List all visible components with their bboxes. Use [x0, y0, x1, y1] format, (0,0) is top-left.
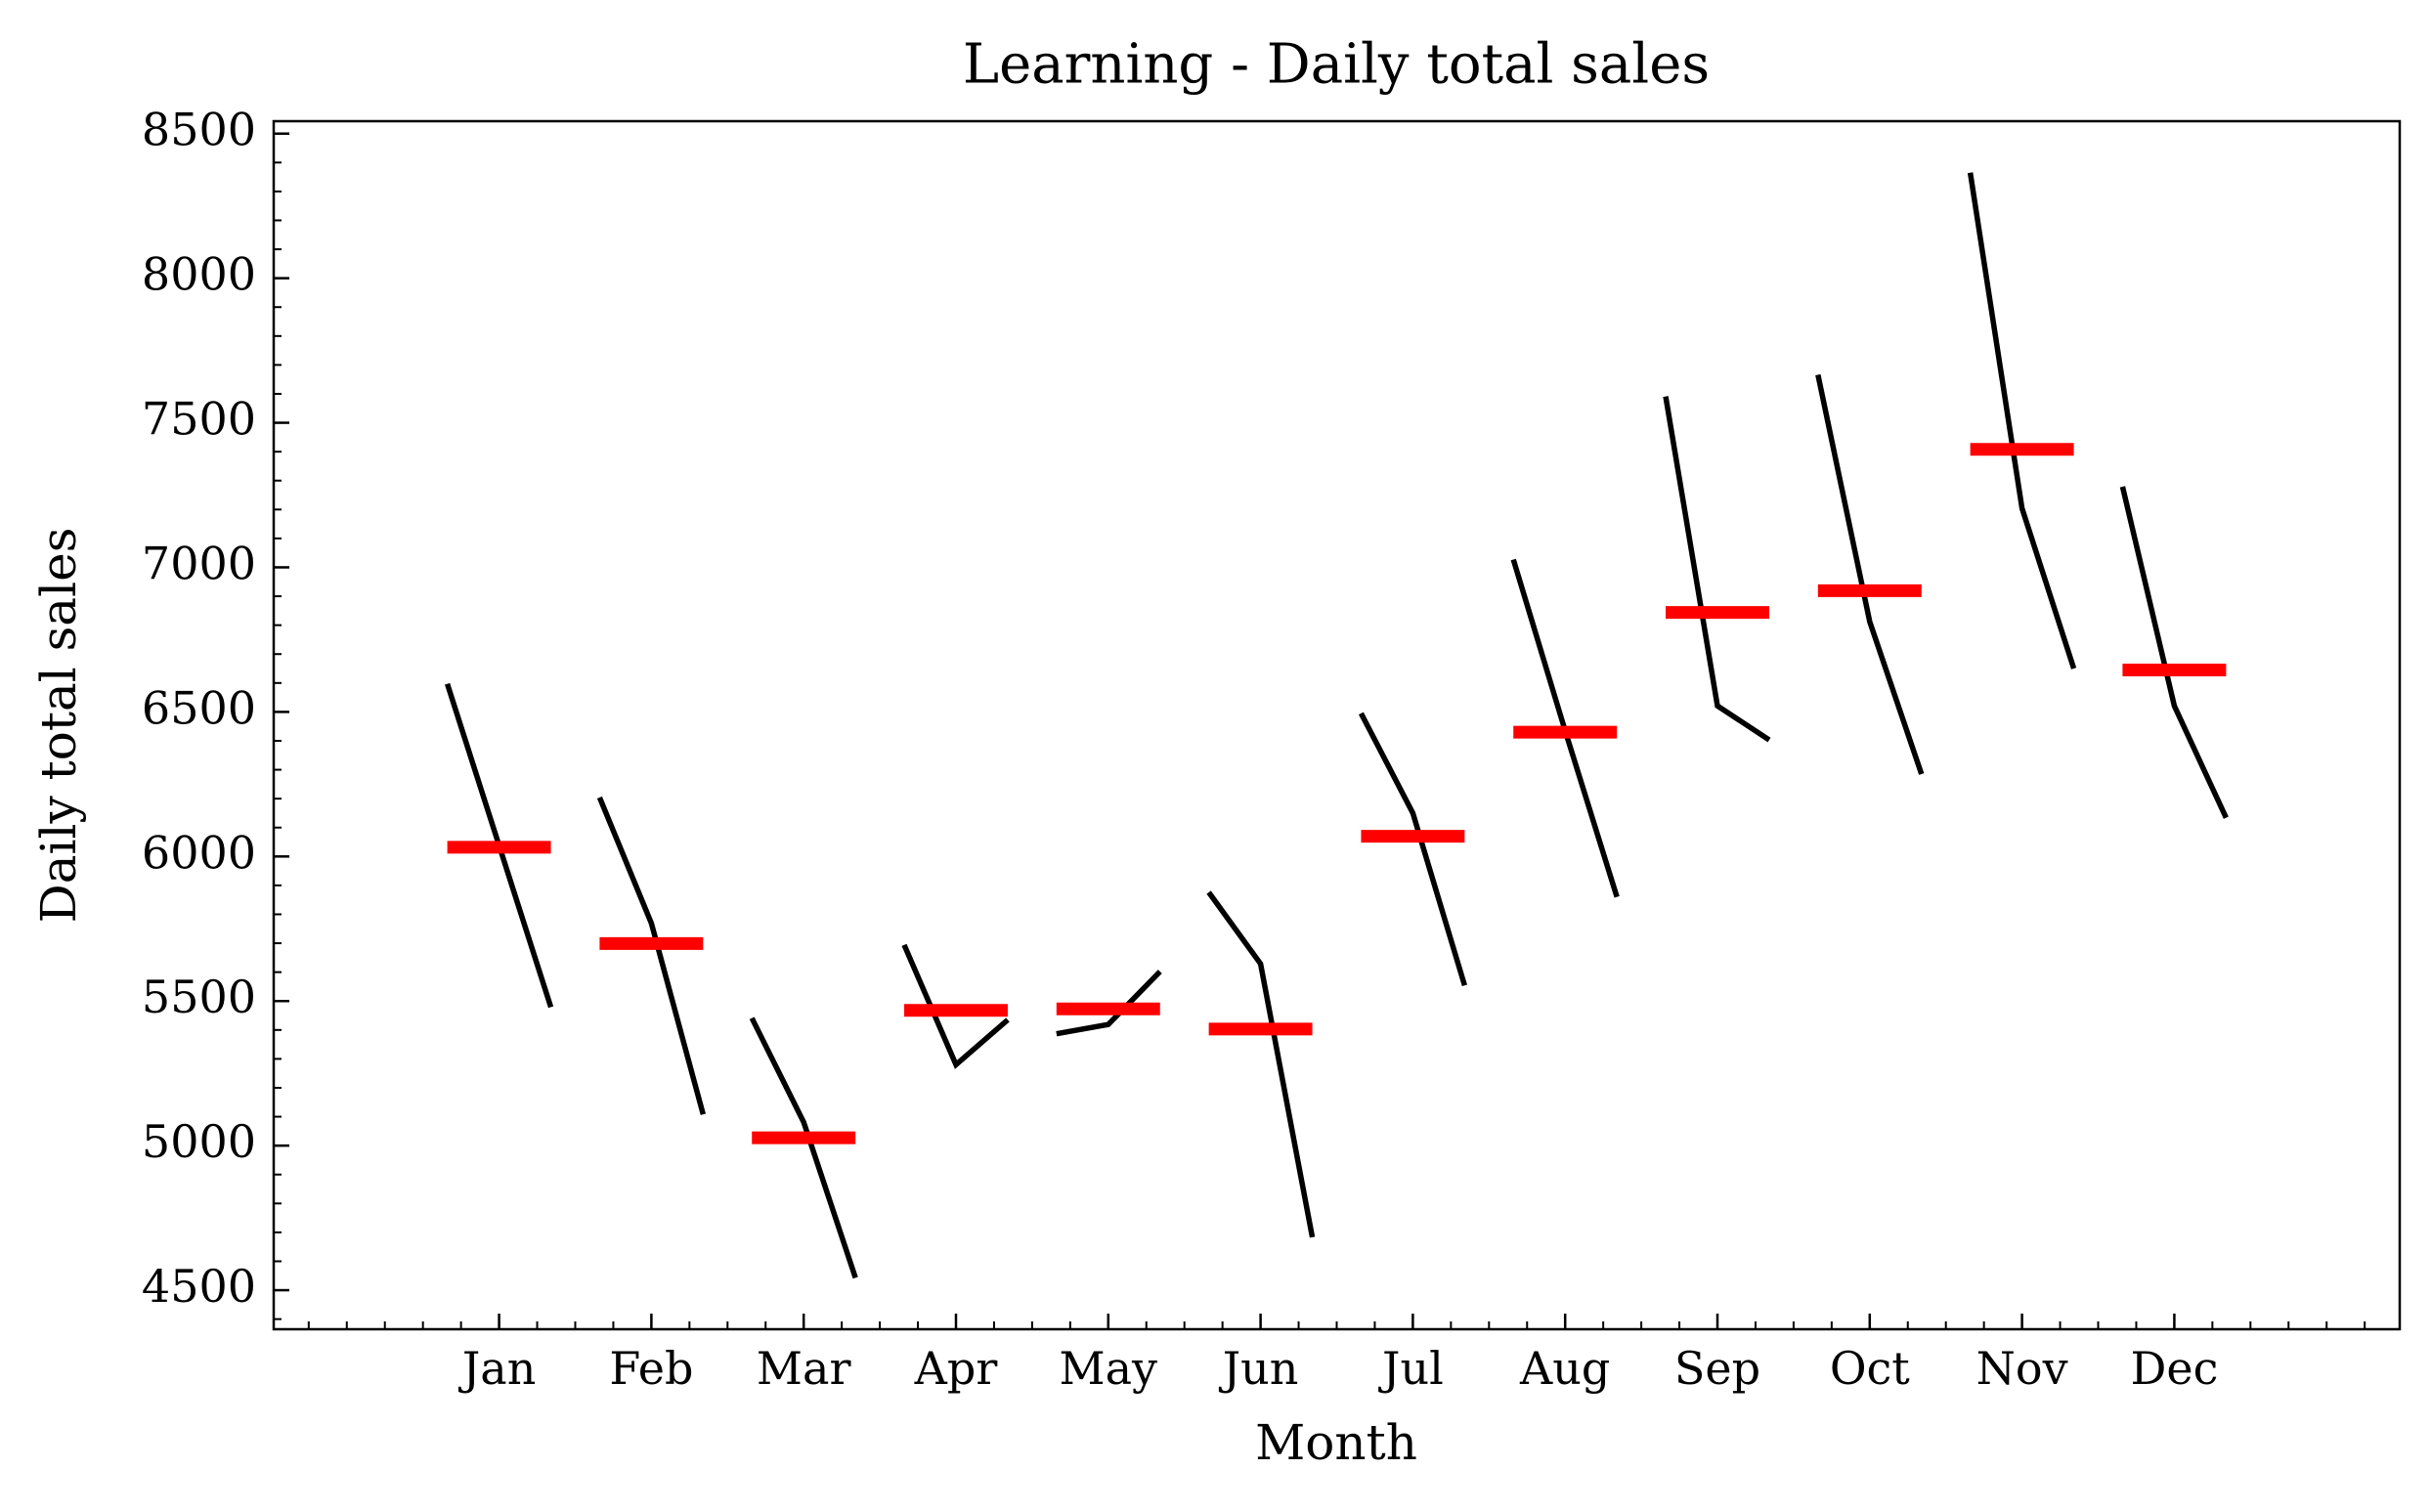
x-tick-label: May	[1060, 1342, 1158, 1395]
y-tick-label: 5000	[142, 1115, 256, 1168]
x-tick-label: Nov	[1976, 1342, 2068, 1395]
x-tick-label: Dec	[2130, 1342, 2218, 1395]
chart-title: Learning - Daily total sales	[963, 33, 1710, 97]
y-tick-label: 8500	[142, 104, 256, 156]
x-tick-label: Aug	[1519, 1342, 1610, 1395]
x-tick-label: Jul	[1378, 1342, 1444, 1395]
y-axis-label: Daily total sales	[30, 528, 87, 924]
x-tick-label: Oct	[1830, 1342, 1910, 1395]
month-line	[1967, 172, 2077, 670]
month-line	[1056, 970, 1162, 1037]
month-line	[1358, 712, 1468, 987]
y-tick-label: 6500	[142, 681, 256, 734]
x-tick-label: Mar	[757, 1342, 851, 1395]
x-tick-label: Apr	[914, 1342, 998, 1395]
y-tick-label: 7000	[142, 537, 256, 589]
month-line	[1815, 373, 1925, 775]
y-tick-label: 5500	[142, 971, 256, 1023]
x-tick-label: Feb	[609, 1342, 693, 1395]
month-line	[1663, 396, 1771, 743]
y-tick-label: 7500	[142, 393, 256, 446]
month-line	[1206, 890, 1316, 1238]
x-axis-label: Month	[1255, 1414, 1417, 1471]
x-tick-label: Sep	[1674, 1342, 1760, 1395]
x-tick-label: Jun	[1219, 1342, 1299, 1395]
month-line	[596, 796, 707, 1115]
x-tick-label: Jan	[458, 1342, 537, 1395]
y-tick-label: 4500	[142, 1260, 256, 1313]
month-line	[749, 1016, 858, 1279]
month-line	[901, 943, 1010, 1069]
y-tick-label: 8000	[142, 248, 256, 301]
month-line	[2119, 486, 2229, 819]
y-tick-label: 6000	[142, 826, 256, 879]
